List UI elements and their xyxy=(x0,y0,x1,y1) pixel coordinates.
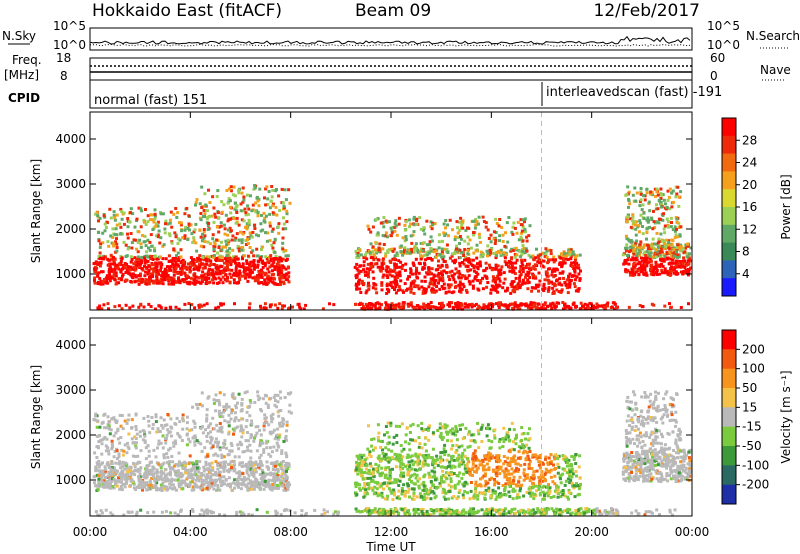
x-tick-label: 08:00 xyxy=(273,525,308,539)
nsearch-label: N.Search xyxy=(746,29,800,43)
freq-tick: 8 xyxy=(60,69,68,83)
cpid-label: CPID xyxy=(8,91,40,105)
colorbar-segment xyxy=(722,135,736,155)
colorbar-tick-label: -200 xyxy=(742,478,769,492)
y-tick-label: 1000 xyxy=(55,267,86,281)
colorbar-segment xyxy=(722,484,736,505)
y-axis-label: Slant Range [km] xyxy=(29,159,43,263)
x-axis-label: Time UT xyxy=(365,540,416,554)
colorbar-label: Power [dB] xyxy=(779,174,793,239)
colorbar-segment xyxy=(722,189,736,208)
y-tick-label: 2000 xyxy=(55,428,86,442)
colorbar-segment xyxy=(722,260,736,279)
y-tick-label: 4000 xyxy=(55,338,86,352)
colorbar-tick-label: 100 xyxy=(742,362,765,376)
y-tick-label: 3000 xyxy=(55,177,86,191)
colorbar-segment xyxy=(722,224,736,244)
nave-label: Nave xyxy=(760,63,791,77)
colorbar-segment xyxy=(722,118,736,137)
colorbar-tick-label: 16 xyxy=(742,200,757,214)
nave-tick: 60 xyxy=(710,51,725,65)
colorbar-tick-label: 12 xyxy=(742,222,757,236)
x-tick-label: 16:00 xyxy=(474,525,509,539)
noise-panel-frame xyxy=(89,27,693,51)
colorbar-segment xyxy=(722,171,736,190)
noise-tick-right: 10^0 xyxy=(707,38,740,52)
nsearch-trace xyxy=(89,43,691,47)
noise-tick-left: 10^0 xyxy=(53,38,86,52)
colorbar-frame xyxy=(721,329,737,505)
colorbar-segment xyxy=(722,426,736,447)
nave-tick: 0 xyxy=(710,69,718,83)
colorbar-segment xyxy=(722,242,736,261)
nsky-label: N.Sky xyxy=(2,29,36,43)
x-tick-label: 04:00 xyxy=(173,525,208,539)
beam-label: Beam 09 xyxy=(355,1,432,21)
colorbar-label: Velocity [m s⁻¹] xyxy=(779,370,793,463)
colorbar-tick-label: 4 xyxy=(742,267,750,281)
freq-unit: [MHz] xyxy=(4,68,39,82)
colorbar-segment xyxy=(722,407,736,428)
x-tick-label: 12:00 xyxy=(374,525,409,539)
date-label: 12/Feb/2017 xyxy=(593,1,700,21)
colorbar-tick-label: 50 xyxy=(742,381,757,395)
cpid-segment-label: interleavedscan (fast) -191 xyxy=(546,85,722,100)
y-tick-label: 2000 xyxy=(55,222,86,236)
y-tick-label: 4000 xyxy=(55,132,86,146)
cpid-segment-label: normal (fast) 151 xyxy=(94,93,207,108)
plot-title: Hokkaido East (fitACF) xyxy=(92,1,283,21)
colorbar-segment xyxy=(722,368,736,389)
colorbar-segment xyxy=(722,330,736,350)
colorbar-segment xyxy=(722,349,736,370)
colorbar-tick-label: 15 xyxy=(742,400,757,414)
colorbar-tick-label: 24 xyxy=(742,156,757,170)
colorbar-tick-label: 8 xyxy=(742,245,750,259)
y-tick-label: 1000 xyxy=(55,473,86,487)
freq-label: Freq. xyxy=(12,53,42,67)
cpid-panel-frame xyxy=(89,79,693,109)
colorbar-tick-label: 200 xyxy=(742,342,765,356)
colorbar-tick-label: -15 xyxy=(742,420,762,434)
colorbar-segment xyxy=(722,465,736,486)
colorbar-tick-label: -50 xyxy=(742,439,762,453)
noise-tick-left: 10^5 xyxy=(53,19,86,33)
nsky-trace xyxy=(89,35,691,45)
colorbar-tick-label: 20 xyxy=(742,178,757,192)
colorbar-segment xyxy=(722,153,736,172)
freq-tick: 18 xyxy=(56,51,71,65)
colorbar-segment xyxy=(722,278,736,297)
colorbar-segment xyxy=(722,388,736,408)
colorbar-segment xyxy=(722,446,736,466)
noise-tick-right: 10^5 xyxy=(707,19,740,33)
x-tick-label: 00:00 xyxy=(675,525,710,539)
freq-nave-panel-frame xyxy=(89,57,693,81)
y-tick-label: 3000 xyxy=(55,383,86,397)
x-tick-label: 20:00 xyxy=(574,525,609,539)
x-tick-label: 00:00 xyxy=(73,525,108,539)
colorbar-tick-label: 28 xyxy=(742,133,757,147)
y-axis-label: Slant Range [km] xyxy=(29,365,43,469)
colorbar-tick-label: -100 xyxy=(742,458,769,472)
colorbar-segment xyxy=(722,207,736,226)
